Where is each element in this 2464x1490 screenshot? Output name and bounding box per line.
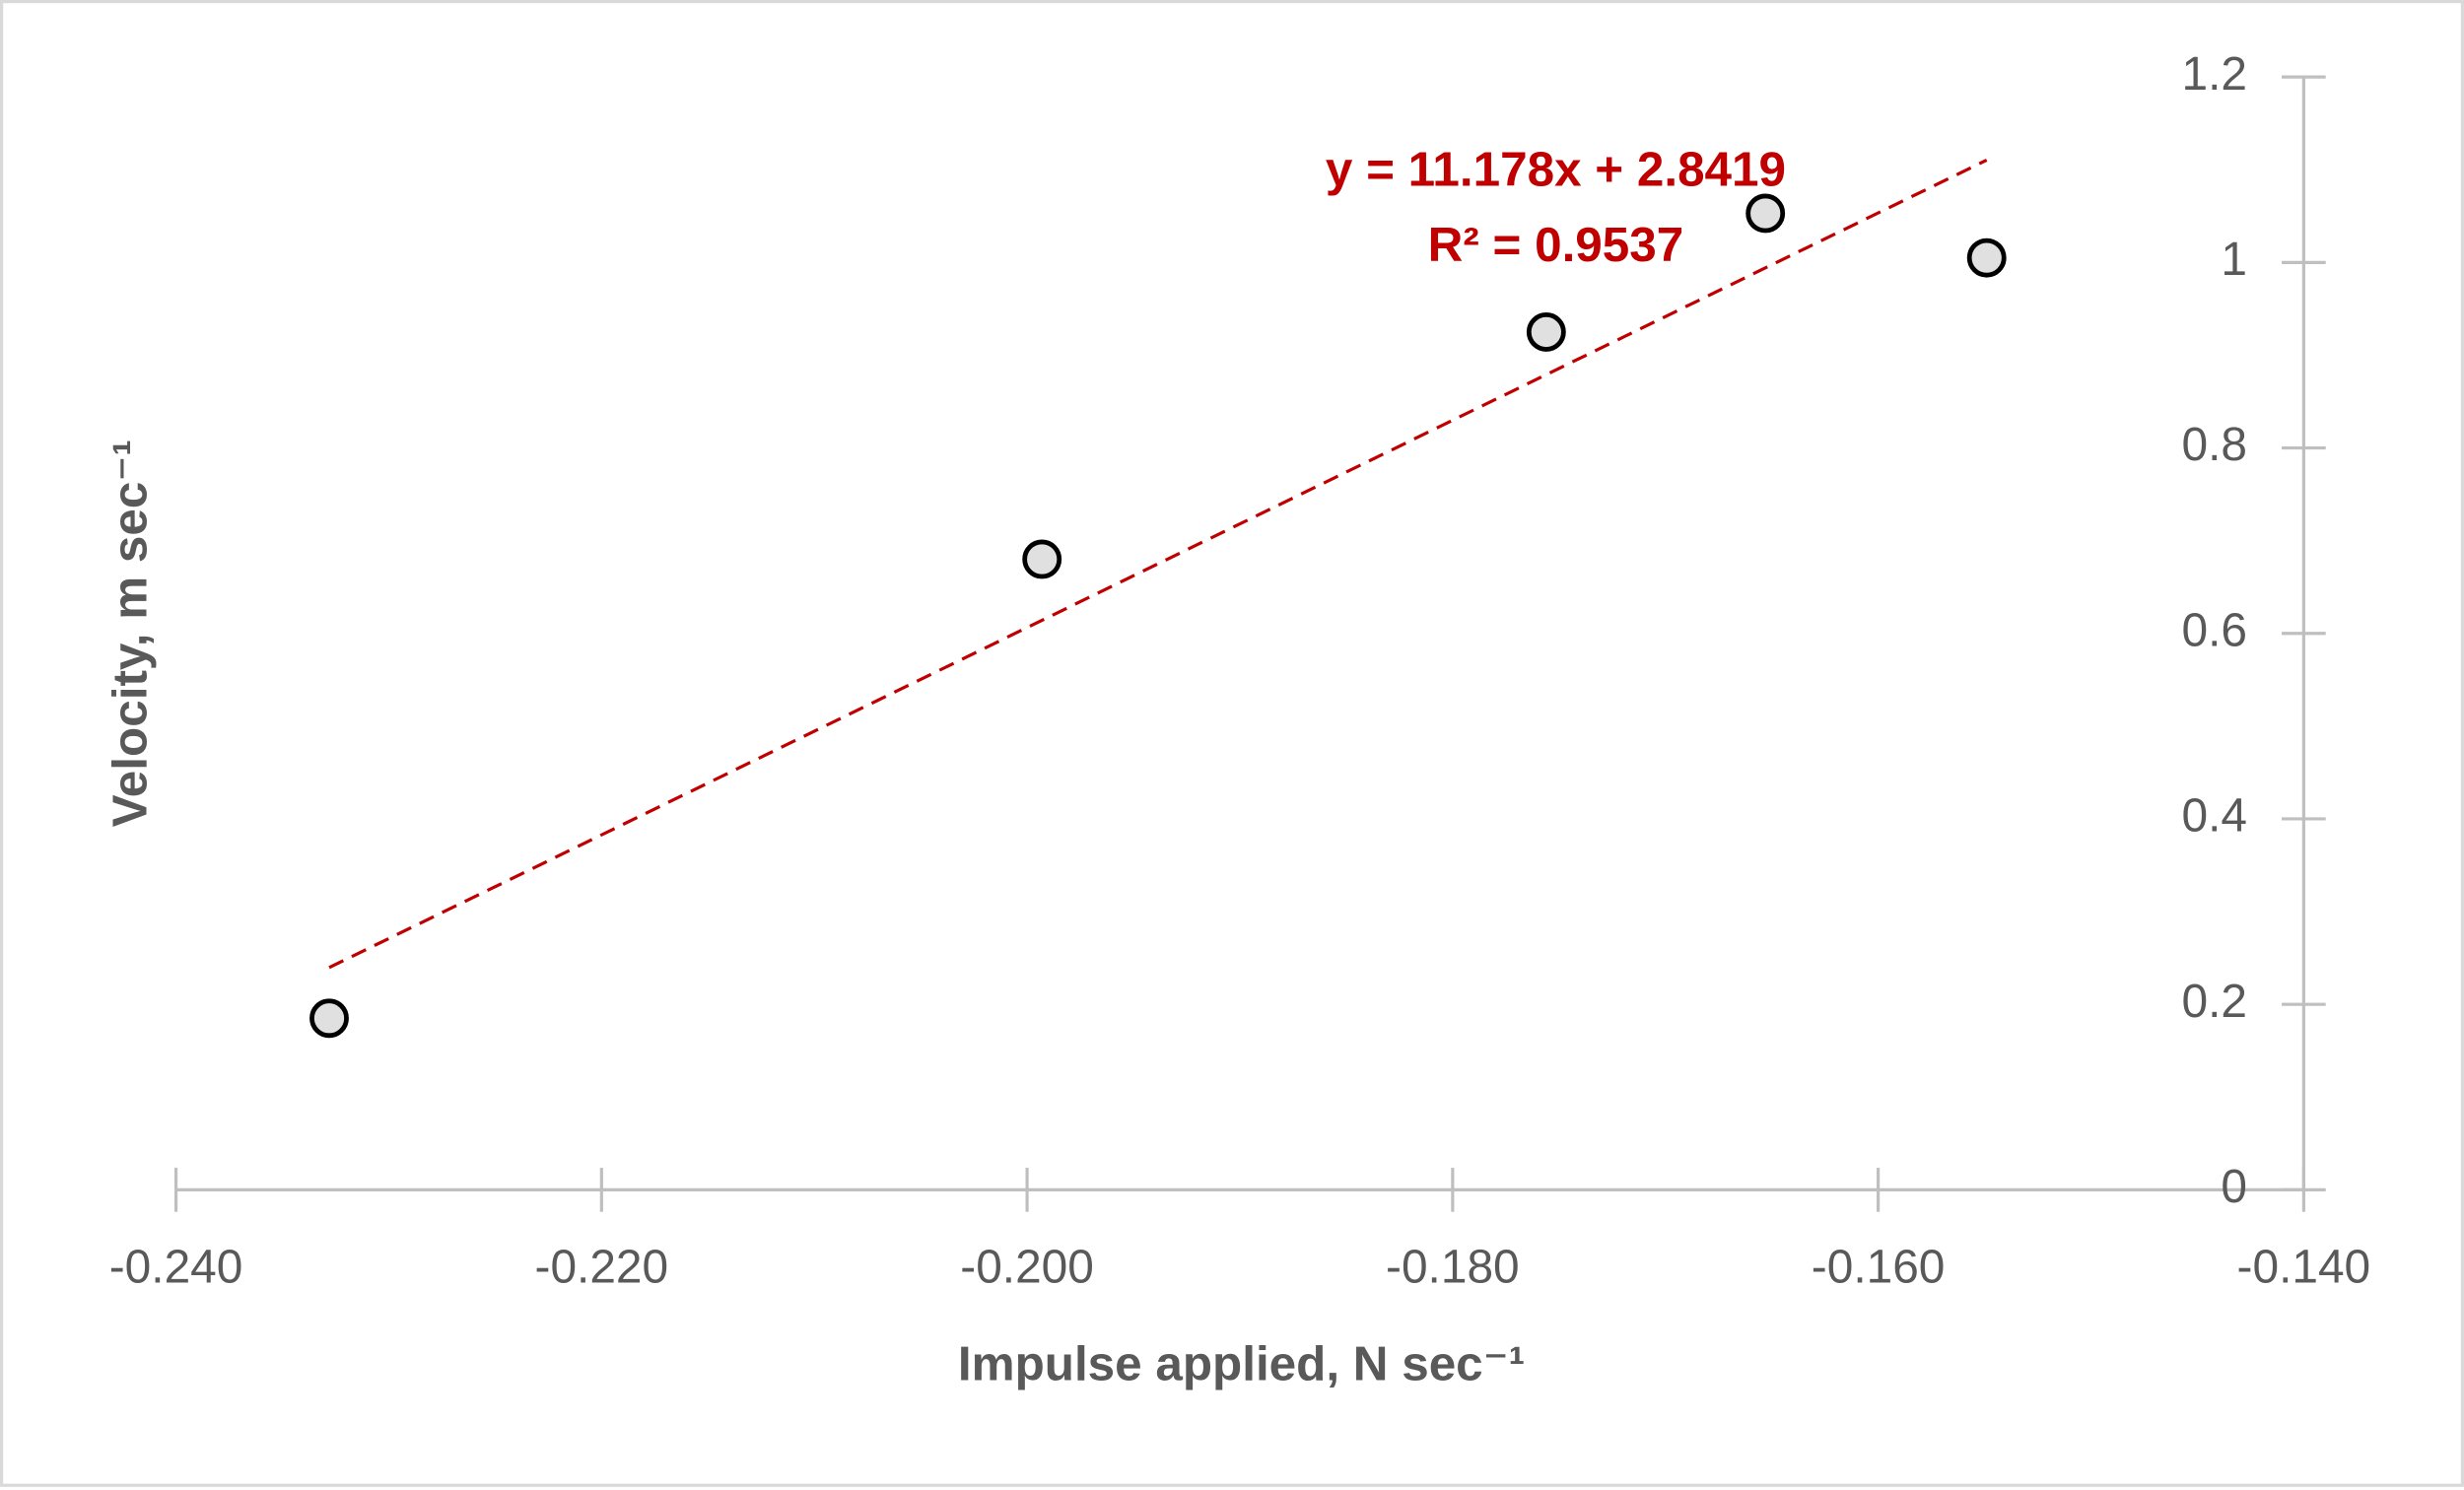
- y-tick-label: 0.8: [2181, 419, 2246, 471]
- data-point: [1745, 193, 1786, 234]
- y-tick-label: 0.2: [2181, 976, 2246, 1028]
- y-tick-label: 1.2: [2181, 48, 2246, 101]
- x-axis-title: Impulse applied, N sec⁻¹: [958, 1337, 1525, 1391]
- trendline-equation: y = 11.178x + 2.8419: [1326, 143, 1786, 197]
- y-tick-label: 0: [2221, 1161, 2247, 1213]
- data-point: [1966, 237, 2007, 278]
- trendline-r-squared: R² = 0.9537: [1428, 218, 1684, 272]
- data-point: [1022, 539, 1062, 579]
- x-tick-label: -0.160: [1812, 1241, 1946, 1293]
- trendline: [328, 159, 1988, 970]
- y-axis-title: Velocity, m sec⁻¹: [103, 440, 158, 827]
- x-tick-label: -0.200: [960, 1241, 1094, 1293]
- x-tick-label: -0.180: [1386, 1241, 1520, 1293]
- x-tick-label: -0.220: [535, 1241, 669, 1293]
- data-point: [1526, 311, 1566, 352]
- x-tick-label: -0.140: [2237, 1241, 2371, 1293]
- y-tick-label: 0.6: [2181, 604, 2246, 656]
- y-tick-label: 0.4: [2181, 790, 2246, 843]
- x-tick-label: -0.240: [109, 1241, 243, 1293]
- y-tick-label: 1: [2221, 234, 2247, 286]
- data-point: [309, 998, 349, 1039]
